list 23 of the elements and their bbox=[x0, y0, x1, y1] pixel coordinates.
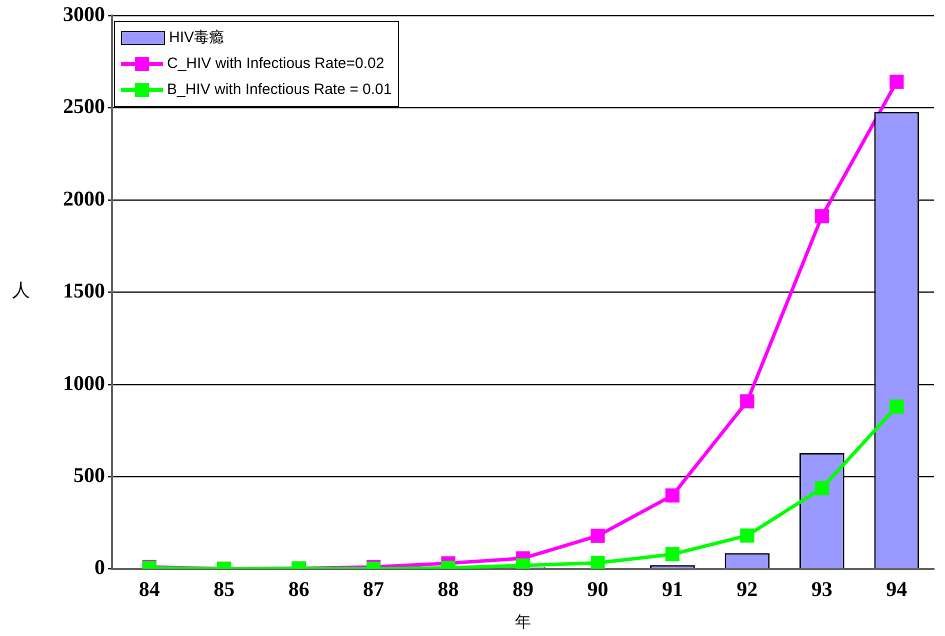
x-tick-label: 90 bbox=[587, 576, 608, 601]
x-tick-label: 89 bbox=[512, 576, 534, 601]
x-axis-title: 年 bbox=[515, 612, 531, 633]
x-tick-label: 87 bbox=[363, 576, 384, 601]
y-tick-label: 500 bbox=[74, 463, 105, 488]
legend-label: C_HIV with Infectious Rate=0.02 bbox=[167, 55, 384, 72]
x-tick-label: 93 bbox=[811, 576, 832, 601]
legend-label: HIV毒瘾 bbox=[169, 28, 224, 48]
y-tick-label: 1000 bbox=[63, 370, 105, 395]
x-tick-label: 92 bbox=[736, 576, 758, 601]
x-tick-label: 85 bbox=[214, 576, 235, 601]
x-tick-label: 91 bbox=[662, 576, 683, 601]
x-tick-label: 86 bbox=[288, 576, 310, 601]
x-tick-label: 84 bbox=[138, 576, 160, 601]
y-tick-label: 2500 bbox=[63, 94, 105, 118]
x-tick-label: 88 bbox=[438, 576, 459, 601]
y-tick-label: 0 bbox=[94, 555, 105, 580]
y-axis-title: 人 bbox=[12, 279, 30, 302]
legend-label: B_HIV with Infectious Rate = 0.01 bbox=[167, 81, 392, 98]
y-tick-label: 3000 bbox=[63, 2, 105, 26]
y-tick-label: 1500 bbox=[63, 278, 105, 303]
x-tick-label: 94 bbox=[886, 576, 908, 601]
y-tick-label: 2000 bbox=[63, 186, 105, 210]
